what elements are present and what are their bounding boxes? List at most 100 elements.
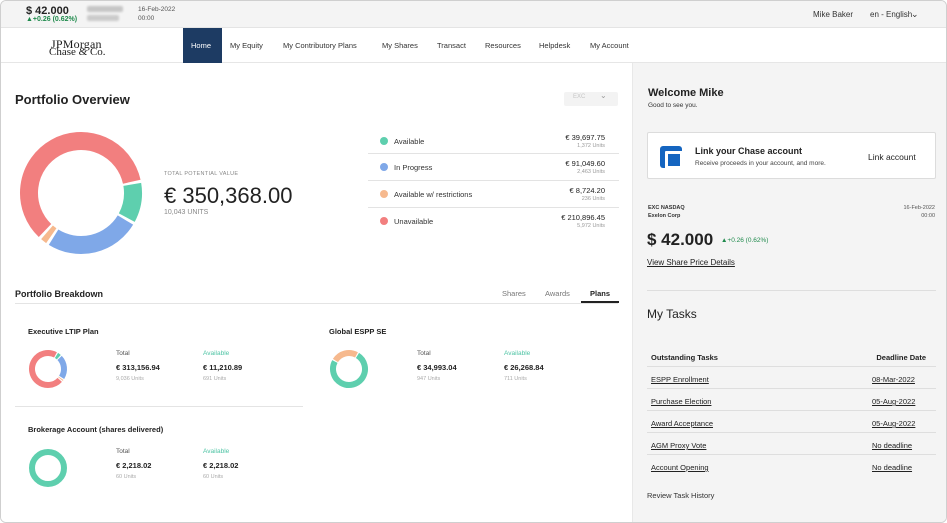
plan-total-units: 9,036 Units <box>116 376 144 382</box>
side-divider <box>647 290 936 291</box>
ticker-time: 00:00 <box>138 15 155 22</box>
task-divider <box>647 410 936 411</box>
plan-available-units: 691 Units <box>203 376 227 382</box>
plan-total-units: 947 Units <box>417 376 441 382</box>
task-deadline[interactable]: 05-Aug-2022 <box>872 419 916 428</box>
tab-awards[interactable]: Awards <box>545 289 570 298</box>
welcome-subtext: Good to see you. <box>648 102 698 109</box>
tab-plans[interactable]: Plans <box>590 289 611 298</box>
legend-label: In Progress <box>394 163 433 172</box>
link-account-card[interactable]: Link your Chase account Receive proceeds… <box>647 132 936 179</box>
plan-available-value: € 11,210.89 <box>203 363 243 372</box>
nav-item-helpdesk[interactable]: Helpdesk <box>539 41 571 50</box>
plan-title[interactable]: Global ESPP SE <box>329 327 387 336</box>
legend-label: Available <box>394 137 425 146</box>
link-card-title: Link your Chase account <box>695 146 803 156</box>
available-label: Available <box>203 350 230 357</box>
link-account-button[interactable]: Link account <box>868 152 916 162</box>
total-units: 10,043 UNITS <box>164 209 209 216</box>
plan-donut-chart <box>330 350 368 388</box>
chase-logo-icon <box>660 146 683 169</box>
nav-item-my-account[interactable]: My Account <box>590 41 629 50</box>
quote-change: ▲+0.26 (0.62%) <box>721 237 769 244</box>
plan-donut-segment <box>54 352 61 360</box>
portfolio-donut-segment <box>118 182 142 222</box>
ticker-price: $ 42.000 <box>26 5 69 17</box>
task-divider <box>647 388 936 389</box>
plan-title[interactable]: Executive LTIP Plan <box>28 327 99 336</box>
legend-row-available[interactable]: Available € 39,697.75 1,372 Units <box>368 127 619 154</box>
task-link[interactable]: Account Opening <box>651 463 709 472</box>
ticker-date: 16-Feb-2022 <box>138 6 176 13</box>
chevron-down-icon[interactable]: ⌄ <box>600 91 607 100</box>
share-price-details-link[interactable]: View Share Price Details <box>647 258 735 267</box>
portfolio-donut-chart <box>20 132 142 254</box>
task-deadline[interactable]: No deadline <box>872 463 913 472</box>
nav-item-transact[interactable]: Transact <box>437 41 466 50</box>
portfolio-donut-segment <box>20 132 141 238</box>
quote-company: Exelon Corp <box>648 213 681 219</box>
nav-item-home[interactable]: Home <box>183 28 222 63</box>
plan-donut-chart <box>29 449 67 487</box>
plan-available-value: € 2,218.02 <box>203 461 239 470</box>
in-progress-dot <box>380 163 388 171</box>
quote-price: $ 42.000 <box>647 230 714 249</box>
plan-donut-segment <box>332 350 358 363</box>
restricted-dot <box>380 190 388 198</box>
task-link[interactable]: AGM Proxy Vote <box>651 441 707 450</box>
plan-total-value: € 313,156.94 <box>116 363 160 372</box>
plan-total-value: € 34,993.04 <box>417 363 457 372</box>
task-link[interactable]: Award Acceptance <box>651 419 713 428</box>
logo-line-1[interactable]: JPMorgan <box>51 37 102 51</box>
total-label: Total <box>116 350 130 357</box>
nav-item-my-contributory-plans[interactable]: My Contributory Plans <box>283 41 357 50</box>
task-link[interactable]: ESPP Enrollment <box>651 375 709 384</box>
review-task-history-link[interactable]: Review Task History <box>647 491 715 500</box>
total-label: Total <box>417 350 431 357</box>
nav-item-my-equity[interactable]: My Equity <box>230 41 263 50</box>
page-title: Portfolio Overview <box>15 92 130 107</box>
tasks-column-header: Outstanding Tasks <box>651 353 718 362</box>
portfolio-donut-segment <box>41 225 57 244</box>
legend-row-in-progress[interactable]: In Progress € 91,049.60 2,463 Units <box>368 154 619 181</box>
quote-symbol: EXC NASDAQ <box>648 205 685 211</box>
ticker-bar: $ 42.000 ▲+0.26 (0.62%) 16-Feb-2022 00:0… <box>1 1 946 28</box>
user-menu[interactable]: Mike Baker <box>813 10 854 19</box>
portfolio-donut-segment <box>48 214 134 254</box>
total-label: Total <box>116 448 130 455</box>
chevron-down-icon[interactable]: ⌄ <box>911 9 919 19</box>
plan-title[interactable]: Brokerage Account (shares delivered) <box>28 425 164 434</box>
task-deadline[interactable]: 08-Mar-2022 <box>872 375 915 384</box>
security-select[interactable] <box>564 92 618 106</box>
task-deadline[interactable]: No deadline <box>872 441 913 450</box>
legend-units: 5,972 Units <box>577 223 605 229</box>
total-value-label: TOTAL POTENTIAL VALUE <box>164 171 239 177</box>
language-selector[interactable]: en - English <box>870 10 913 19</box>
plan-donut-segment <box>29 350 62 388</box>
logo-line-2[interactable]: Chase & Co. <box>49 46 106 58</box>
ticker-company-blurred <box>87 15 119 21</box>
nav-item-my-shares[interactable]: My Shares <box>382 41 418 50</box>
tab-shares[interactable]: Shares <box>502 289 526 298</box>
breakdown-title: Portfolio Breakdown <box>15 289 104 299</box>
legend-row-unavailable[interactable]: Unavailable € 210,896.45 5,972 Units <box>368 208 619 235</box>
plan-available-units: 60 Units <box>203 474 224 480</box>
quote-date: 16-Feb-2022 <box>903 205 936 211</box>
plan-donut-segment <box>57 355 67 379</box>
main-nav: JPMorgan Chase & Co. Home My Equity My C… <box>1 28 946 63</box>
legend-row-available-restrictions[interactable]: Available w/ restrictions € 8,724.20 236… <box>368 181 619 208</box>
nav-item-resources[interactable]: Resources <box>485 41 521 50</box>
legend-value: € 39,697.75 <box>565 133 605 142</box>
side-panel: Welcome Mike Good to see you. Link your … <box>632 63 946 522</box>
security-select-value[interactable]: EXC <box>573 94 586 100</box>
legend-label: Unavailable <box>394 217 434 226</box>
task-link[interactable]: Purchase Election <box>651 397 712 406</box>
total-value: € 350,368.00 <box>164 183 293 208</box>
task-deadline[interactable]: 05-Aug-2022 <box>872 397 916 406</box>
available-label: Available <box>504 350 531 357</box>
legend-value: € 8,724.20 <box>569 186 605 195</box>
deadline-column-header: Deadline Date <box>876 353 926 362</box>
legend-label: Available w/ restrictions <box>394 190 473 199</box>
plan-available-value: € 26,268.84 <box>504 363 544 372</box>
